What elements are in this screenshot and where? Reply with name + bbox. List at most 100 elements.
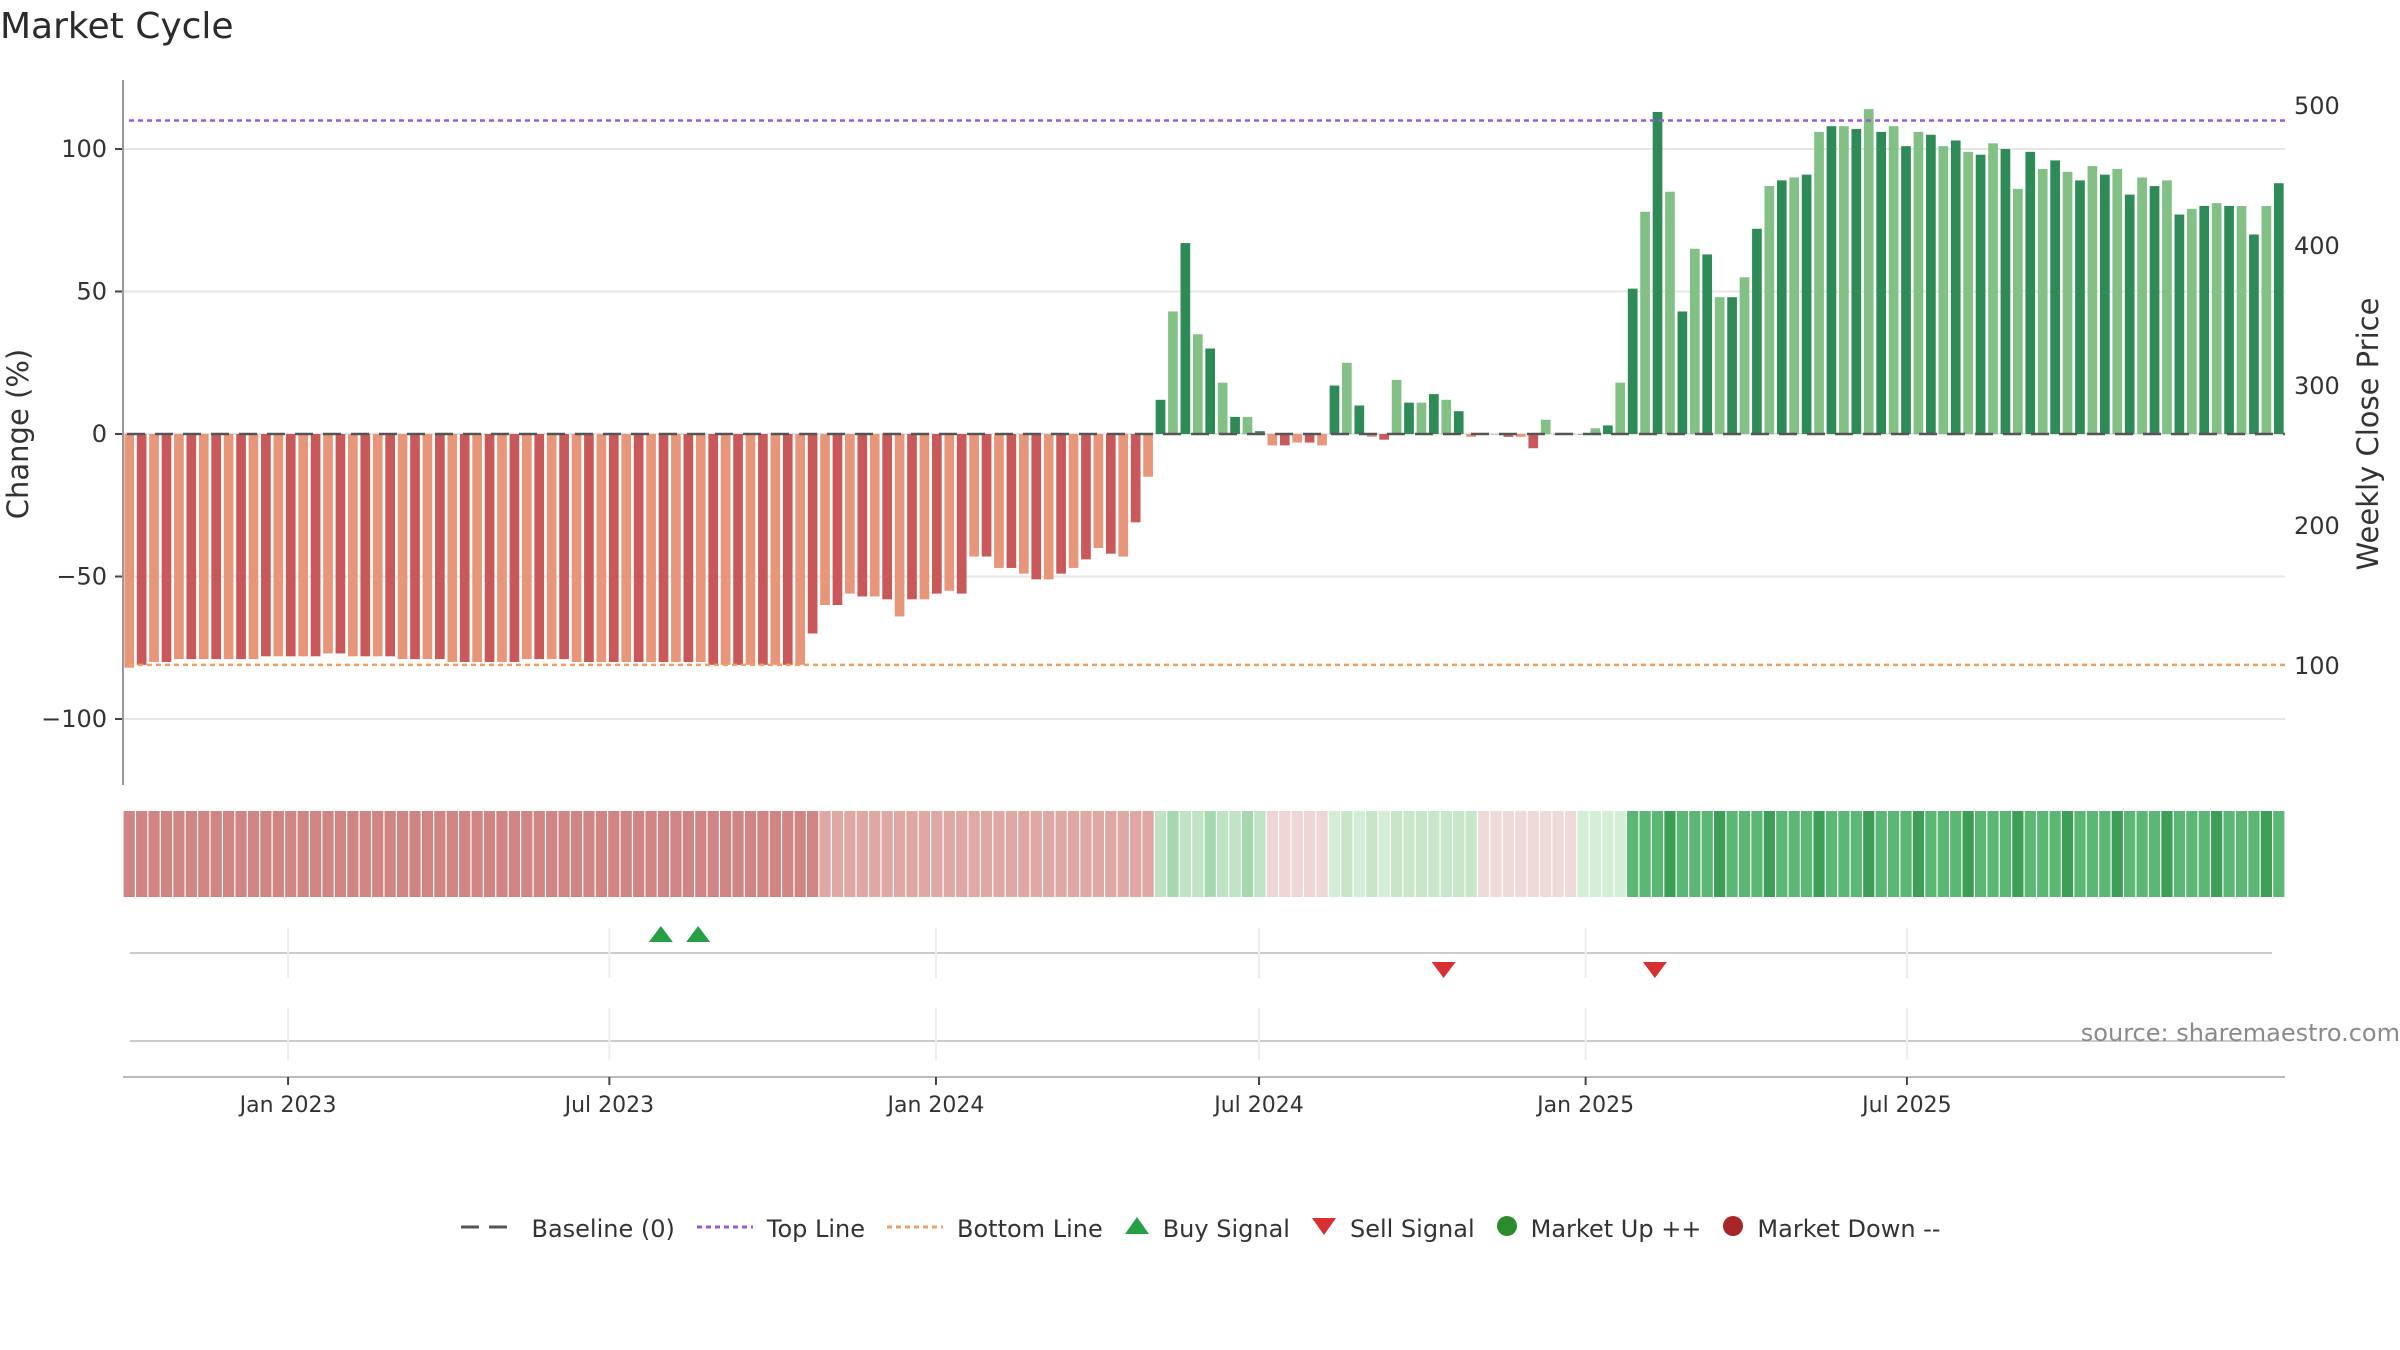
bar xyxy=(608,434,619,662)
bar xyxy=(1342,362,1352,434)
trend-cell xyxy=(2198,811,2210,897)
trend-cell xyxy=(185,811,197,897)
y-tick-label: −100 xyxy=(41,705,107,733)
bar xyxy=(1627,288,1638,434)
trend-cell xyxy=(1328,811,1341,897)
trend-cell xyxy=(1689,811,1701,897)
trend-cell xyxy=(931,811,943,897)
bar xyxy=(932,434,942,594)
trend-cell xyxy=(2124,811,2136,897)
bar xyxy=(124,434,135,668)
bar xyxy=(1329,385,1340,434)
legend-item: Baseline (0) xyxy=(459,1215,675,1243)
triangle-up-icon xyxy=(1123,1214,1151,1244)
trend-cell xyxy=(1627,811,1639,897)
trend-cell xyxy=(521,811,533,897)
trend-cell xyxy=(148,811,160,897)
trend-cell xyxy=(2223,811,2235,897)
trend-cell xyxy=(1217,811,1229,897)
trend-cell xyxy=(1714,811,1726,897)
trend-cell xyxy=(1801,811,1813,897)
trend-cell xyxy=(1850,811,1862,897)
trend-cell xyxy=(1067,811,1080,897)
bar xyxy=(1503,434,1514,437)
bar xyxy=(944,434,955,591)
bar xyxy=(1727,297,1737,434)
trend-cell xyxy=(918,811,931,897)
bar xyxy=(1466,434,1476,437)
bar xyxy=(285,434,296,657)
chart-title: Market Cycle xyxy=(0,6,234,47)
bar xyxy=(2261,206,2272,434)
trend-cell xyxy=(2024,811,2036,897)
trend-cell xyxy=(272,811,284,897)
trend-cell xyxy=(695,811,707,897)
bar xyxy=(1578,434,1588,435)
bar xyxy=(1739,277,1750,434)
trend-cell xyxy=(620,811,632,897)
trend-cell xyxy=(198,811,210,897)
trend-cell xyxy=(136,811,148,897)
trend-cell xyxy=(1018,811,1030,897)
bar xyxy=(2199,206,2210,434)
bar xyxy=(261,434,271,657)
bar xyxy=(969,434,979,557)
bar xyxy=(1192,334,1203,434)
bar xyxy=(2099,174,2110,434)
bar xyxy=(136,434,147,665)
trend-cell xyxy=(1540,811,1552,897)
bar xyxy=(198,434,209,660)
trend-cell xyxy=(1602,811,1614,897)
y-tick-label: 50 xyxy=(76,278,107,306)
bar xyxy=(211,434,222,660)
bar xyxy=(1926,134,1936,434)
bar xyxy=(646,434,656,662)
y-tick-label: 100 xyxy=(61,135,107,163)
trend-cell xyxy=(2049,811,2061,897)
triangle-down-icon xyxy=(1310,1214,1338,1244)
trend-cell xyxy=(496,811,508,897)
trend-cell xyxy=(235,811,247,897)
trend-cell xyxy=(670,811,682,897)
trend-cell xyxy=(769,811,781,897)
bar xyxy=(310,434,321,657)
trend-cell xyxy=(421,811,434,897)
bar xyxy=(956,434,967,594)
bar xyxy=(981,434,992,557)
legend-label: Baseline (0) xyxy=(531,1215,675,1243)
bar xyxy=(410,434,420,660)
trend-cell xyxy=(2173,811,2185,897)
trend-cell xyxy=(1428,811,1440,897)
bar xyxy=(534,434,545,660)
trend-cell xyxy=(844,811,856,897)
trend-cell xyxy=(359,811,371,897)
bar xyxy=(1851,129,1862,435)
bar xyxy=(472,434,482,662)
bar xyxy=(1677,311,1688,434)
trend-cell xyxy=(1266,811,1278,897)
bar xyxy=(1292,434,1303,443)
trend-cell xyxy=(260,811,272,897)
bar xyxy=(422,434,433,660)
trend-cell xyxy=(483,811,496,897)
trend-cell xyxy=(2012,811,2024,897)
sell-signal-marker xyxy=(1431,962,1456,978)
bar xyxy=(1801,174,1812,434)
trend-cell xyxy=(2136,811,2148,897)
trend-cell xyxy=(720,811,732,897)
bar xyxy=(1789,177,1800,434)
bar xyxy=(459,434,470,662)
trend-cell xyxy=(2061,811,2074,897)
trend-cell xyxy=(1005,811,1018,897)
trend-cell xyxy=(2099,811,2111,897)
bar xyxy=(845,434,855,594)
dot-purple-icon xyxy=(695,1215,755,1243)
trend-cell xyxy=(297,811,309,897)
bar xyxy=(521,434,532,660)
bar xyxy=(708,434,719,665)
trend-cell xyxy=(1142,811,1154,897)
bar xyxy=(857,434,868,597)
bar xyxy=(1975,154,1986,434)
trend-cell xyxy=(1316,811,1328,897)
